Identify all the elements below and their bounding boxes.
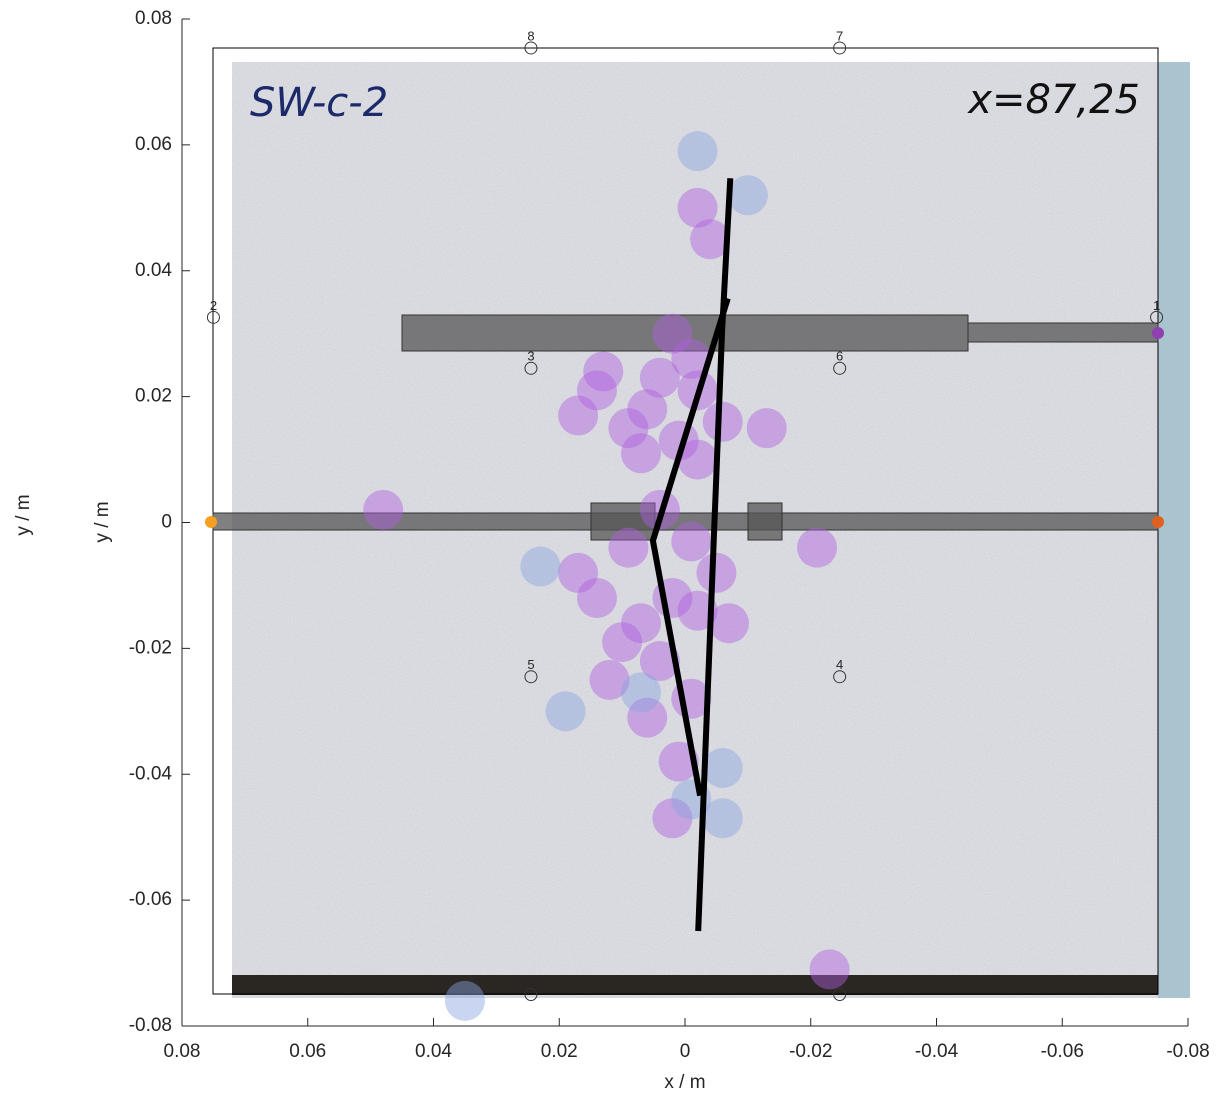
event-point — [652, 798, 693, 839]
event-point — [677, 187, 718, 228]
event-point — [620, 433, 661, 474]
event-point — [639, 640, 680, 681]
fracture-line — [649, 297, 731, 797]
y-tick-label: -0.04 — [129, 763, 173, 784]
event-point — [696, 552, 737, 593]
x-tick-label: -0.06 — [1041, 1041, 1084, 1062]
y-tick-label: -0.08 — [129, 1015, 172, 1036]
y-tick-label: 0.04 — [135, 260, 172, 281]
event-point — [797, 527, 838, 568]
y-tick-label: 0.08 — [135, 8, 172, 29]
y-tick-label: -0.02 — [129, 637, 172, 658]
sensor-label: 5 — [527, 657, 534, 672]
y-tick-label: 0.06 — [135, 134, 172, 155]
borehole — [967, 322, 1159, 343]
x-tick-label: -0.02 — [789, 1041, 832, 1062]
event-point — [627, 697, 668, 738]
sensor — [1150, 310, 1164, 324]
sensor-label: 4 — [836, 657, 843, 672]
event-point — [702, 747, 743, 788]
x-axis-label: x / m — [664, 1072, 705, 1093]
event-point — [558, 552, 599, 593]
borehole — [401, 314, 969, 352]
x-tick-label: -0.04 — [915, 1041, 959, 1062]
event-point — [639, 357, 680, 398]
borehole — [747, 502, 783, 541]
event-point — [520, 546, 561, 587]
y-axis-label: y / m — [13, 494, 34, 535]
marker — [205, 516, 217, 528]
event-point — [746, 408, 787, 449]
sensor — [524, 361, 538, 375]
sensor — [833, 670, 847, 684]
borehole — [590, 502, 656, 541]
event-point — [627, 389, 668, 430]
sensor — [833, 988, 847, 1002]
sensor — [833, 41, 847, 55]
event-point — [545, 691, 586, 732]
event-point — [602, 622, 643, 663]
x-tick-label: 0 — [680, 1041, 691, 1062]
y-tick-label: -0.06 — [129, 889, 172, 910]
x-tick-label: -0.08 — [1166, 1041, 1209, 1062]
event-point — [671, 521, 712, 562]
event-point — [444, 980, 485, 1021]
event-point — [589, 659, 630, 700]
event-point — [620, 672, 661, 713]
event-point — [608, 408, 649, 449]
event-point — [652, 313, 693, 354]
annotation: x=87,25 — [966, 77, 1140, 123]
annotation: SW-c-2 — [250, 80, 388, 126]
event-point — [583, 351, 624, 392]
event-point — [576, 370, 617, 411]
sensor-label: 2 — [210, 298, 217, 313]
y-tick-label: 0 — [161, 512, 172, 533]
event-point — [608, 527, 649, 568]
y-axis-label: y / m — [92, 501, 113, 542]
sensor — [524, 41, 538, 55]
x-tick-label: 0.02 — [541, 1041, 578, 1062]
event-point — [702, 401, 743, 442]
event-point — [677, 439, 718, 480]
event-point — [690, 219, 731, 260]
sensor-label: 1 — [1153, 298, 1160, 313]
sensor-label: 7 — [836, 28, 843, 43]
scan-edge — [1158, 62, 1190, 998]
event-point — [709, 603, 750, 644]
event-point — [702, 798, 743, 839]
event-point — [363, 489, 404, 530]
event-point — [809, 949, 850, 990]
event-point — [727, 175, 768, 216]
y-tick-label: 0.02 — [135, 386, 172, 407]
event-point — [558, 395, 599, 436]
sensor — [833, 361, 847, 375]
sensor — [206, 310, 220, 324]
marker — [1152, 516, 1164, 528]
x-tick-label: 0.06 — [289, 1041, 326, 1062]
event-point — [658, 741, 699, 782]
sensor — [524, 670, 538, 684]
x-tick-label: 0.04 — [415, 1041, 452, 1062]
sensor — [524, 988, 538, 1002]
event-point — [671, 338, 712, 379]
specimen-bottom-edge — [232, 975, 1158, 995]
event-point — [677, 131, 718, 172]
sensor-label: 6 — [836, 349, 843, 364]
event-point — [576, 578, 617, 619]
x-tick-label: 0.08 — [164, 1041, 201, 1062]
sensor-label: 3 — [527, 349, 534, 364]
event-point — [620, 603, 661, 644]
sensor-label: 8 — [527, 28, 534, 43]
marker — [1152, 327, 1164, 339]
fracture-line — [695, 178, 734, 932]
plot-area: 8 7 2 1 3 6 5 4 — [206, 28, 1164, 1021]
